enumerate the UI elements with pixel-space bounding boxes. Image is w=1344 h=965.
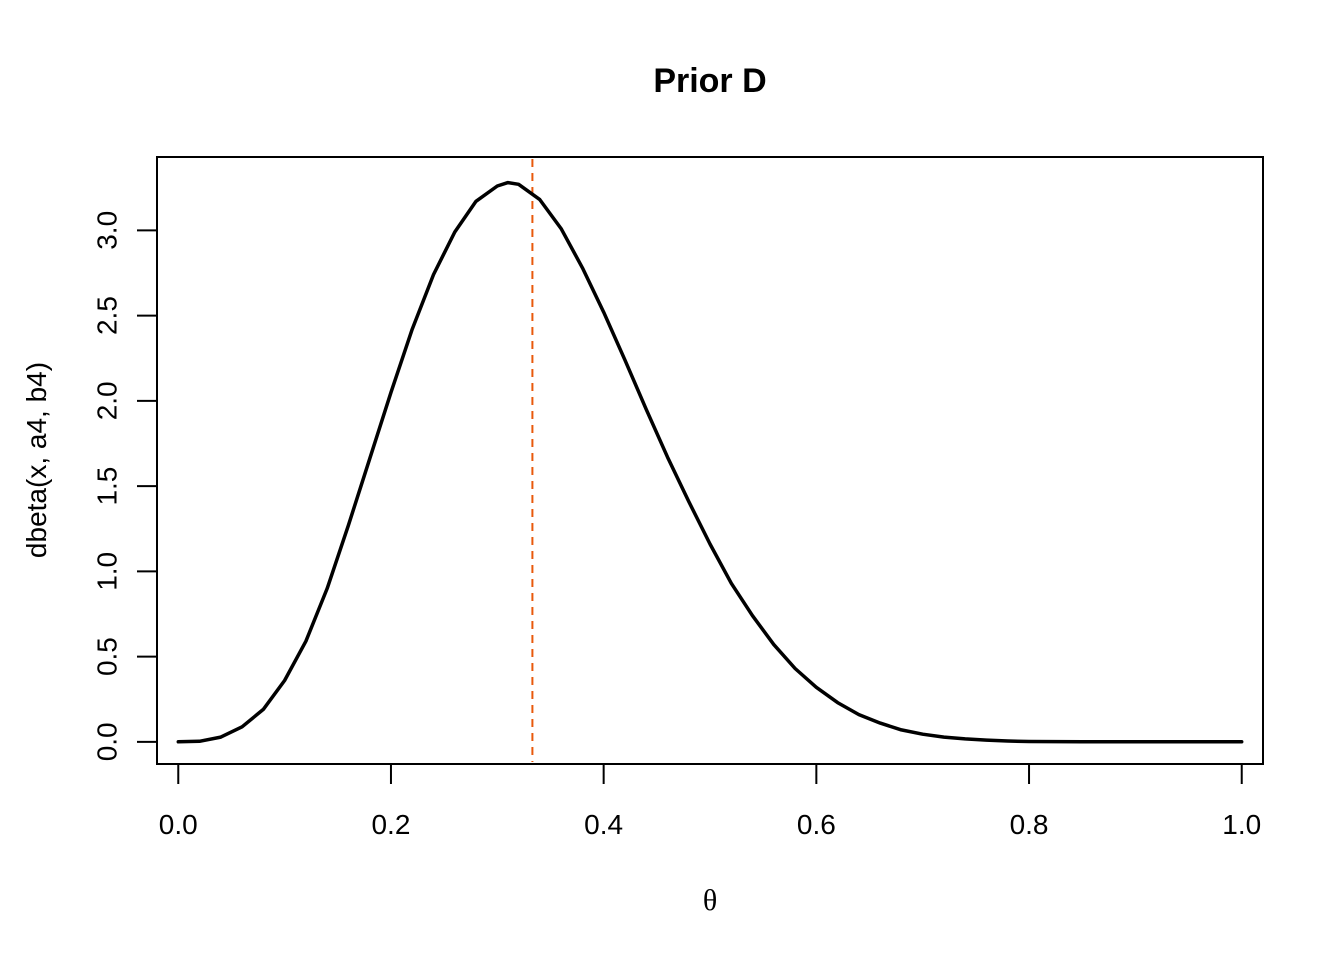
y-tick-label: 0.0 xyxy=(91,722,122,761)
y-tick-label: 0.5 xyxy=(91,637,122,676)
x-tick-label: 0.0 xyxy=(159,809,198,840)
x-tick-label: 0.2 xyxy=(371,809,410,840)
x-tick-label: 0.6 xyxy=(797,809,836,840)
x-tick-label: 1.0 xyxy=(1222,809,1261,840)
y-tick-label: 1.0 xyxy=(91,552,122,591)
y-tick-label: 3.0 xyxy=(91,211,122,250)
x-tick-label: 0.8 xyxy=(1010,809,1049,840)
plot-frame xyxy=(156,156,1264,765)
x-axis: 0.0 0.2 0.4 0.6 0.8 1.0 xyxy=(159,763,1261,840)
series-layer xyxy=(176,180,1244,744)
y-axis: 0.0 0.5 1.0 1.5 2.0 2.5 3.0 xyxy=(91,211,158,761)
y-tick-label: 2.5 xyxy=(91,296,122,335)
density-curve xyxy=(176,180,1244,744)
x-axis-label: θ xyxy=(703,884,717,917)
x-tick-label: 0.4 xyxy=(584,809,623,840)
y-tick-label: 2.0 xyxy=(91,381,122,420)
y-axis-label: dbeta(x, a4, b4) xyxy=(21,362,52,558)
y-tick-label: 1.5 xyxy=(91,467,122,506)
chart-title: Prior D xyxy=(653,62,766,100)
